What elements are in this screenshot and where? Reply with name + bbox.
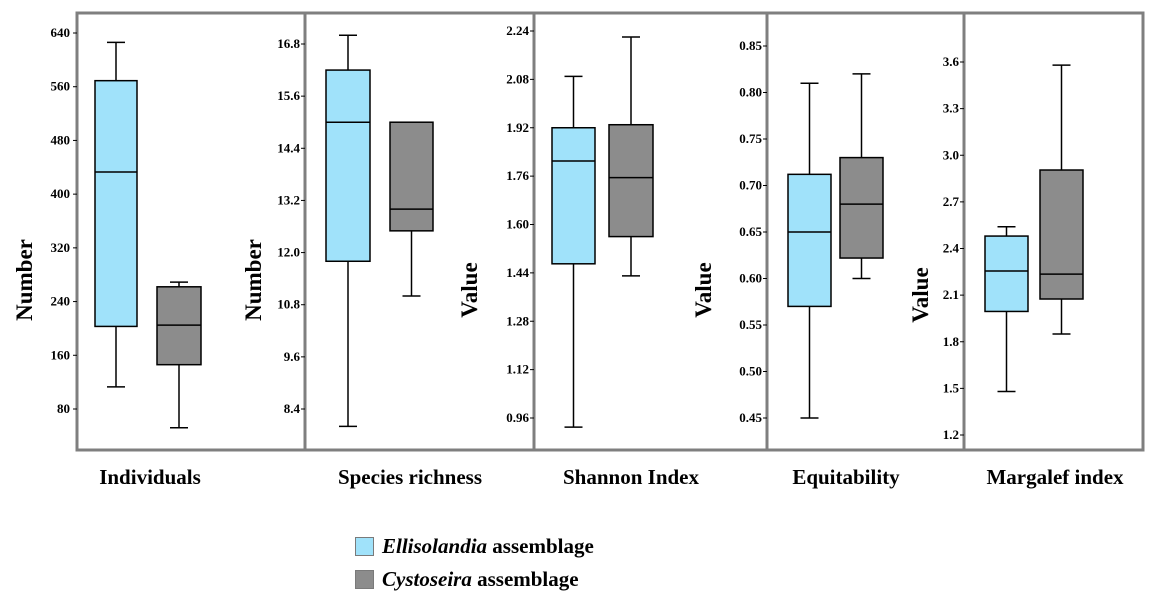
y-tick-label: 0.55 <box>739 317 762 332</box>
panel-5: 1.2 1.5 1.8 2.1 2.4 2.7 3.0 3.3 3.6 Value Margalef… <box>908 13 1124 489</box>
y-tick-label: 320 <box>51 240 71 255</box>
y-tick-label: 2.7 <box>943 194 960 209</box>
y-tick-label: 480 <box>51 132 71 147</box>
panel-1: 80 160 240 320 400 480 560 640 Number Individuals <box>12 25 202 489</box>
x-axis-label: Shannon Index <box>563 465 699 489</box>
iqr-box <box>389 121 434 232</box>
y-tick-label: 9.6 <box>284 349 301 364</box>
box-ellisolandia <box>787 82 832 419</box>
y-tick-label: 8.4 <box>284 401 301 416</box>
y-axis-label: Value <box>908 267 933 322</box>
y-tick-label: 1.28 <box>506 313 529 328</box>
x-axis-label: Species richness <box>338 465 482 489</box>
y-tick-label: 1.2 <box>943 427 959 442</box>
panel-3: 0.96 1.12 1.28 1.44 1.60 1.76 1.92 2.08 2.24 Valu… <box>457 13 699 489</box>
iqr-box <box>551 127 596 265</box>
y-tick-label: 2.1 <box>943 287 959 302</box>
y-tick-label: 12.0 <box>277 245 300 260</box>
y-tick-label: 1.92 <box>506 120 529 135</box>
legend-suffix-cystoseira: assemblage <box>471 567 579 591</box>
box-plot-panels: 80 160 240 320 400 480 560 640 Number Individuals… <box>12 13 1124 489</box>
y-tick-label: 0.60 <box>739 271 762 286</box>
box-cystoseira <box>1039 64 1084 335</box>
y-tick-label: 1.76 <box>506 168 529 183</box>
y-tick-label: 0.65 <box>739 224 762 239</box>
y-tick-label: 1.12 <box>506 362 529 377</box>
legend-species-ellisolandia: Ellisolandia <box>382 534 488 558</box>
y-tick-label: 0.75 <box>739 131 762 146</box>
y-tick-label: 1.8 <box>943 334 960 349</box>
y-tick-label: 2.4 <box>943 241 960 256</box>
y-tick-label: 160 <box>51 347 71 362</box>
legend-label-ellisolandia: Ellisolandia assemblage <box>382 534 594 559</box>
box-ellisolandia <box>984 225 1029 393</box>
y-tick-label: 14.4 <box>277 140 300 155</box>
iqr-box <box>787 173 832 308</box>
legend-suffix-ellisolandia: assemblage <box>487 534 594 558</box>
box-cystoseira <box>839 73 884 280</box>
y-tick-label: 15.6 <box>277 88 300 103</box>
box-cystoseira <box>608 36 654 277</box>
y-tick-label: 0.80 <box>739 85 762 100</box>
y-tick-label: 2.24 <box>506 23 529 38</box>
box-ellisolandia <box>325 34 371 428</box>
y-axis-label: Number <box>241 239 266 321</box>
iqr-box <box>1039 169 1084 300</box>
y-tick-label: 3.6 <box>943 54 960 69</box>
legend-item-ellisolandia: Ellisolandia assemblage <box>355 530 594 563</box>
y-tick-label: 560 <box>51 79 71 94</box>
legend: Ellisolandia assemblage Cystoseira assem… <box>355 530 594 596</box>
legend-label-cystoseira: Cystoseira assemblage <box>382 567 579 592</box>
y-tick-label: 0.70 <box>739 178 762 193</box>
y-tick-label: 2.08 <box>506 71 529 86</box>
legend-species-cystoseira: Cystoseira <box>382 567 472 591</box>
y-tick-label: 640 <box>51 25 71 40</box>
y-tick-label: 400 <box>51 186 71 201</box>
y-tick-label: 0.96 <box>506 410 529 425</box>
iqr-box <box>839 156 884 259</box>
x-axis-label: Equitability <box>792 465 900 489</box>
box-ellisolandia <box>94 41 138 388</box>
box-cystoseira <box>156 281 202 429</box>
box-ellisolandia <box>551 75 596 428</box>
y-tick-label: 1.5 <box>943 380 960 395</box>
y-tick-label: 3.0 <box>943 147 959 162</box>
y-tick-label: 13.2 <box>277 192 300 207</box>
panel-4: 0.45 0.50 0.55 0.60 0.65 0.70 0.75 0.80 0.85 Valu… <box>691 13 900 489</box>
y-axis-label: Value <box>457 262 482 317</box>
y-tick-label: 1.60 <box>506 217 529 232</box>
panel-2: 8.4 9.6 10.8 12.0 13.2 14.4 15.6 16.8 Number Spec… <box>241 13 482 489</box>
y-tick-label: 16.8 <box>277 36 300 51</box>
y-tick-label: 1.44 <box>506 265 529 280</box>
y-tick-label: 80 <box>57 401 70 416</box>
y-tick-label: 0.45 <box>739 410 762 425</box>
y-tick-label: 10.8 <box>277 297 300 312</box>
iqr-box <box>325 69 371 263</box>
legend-swatch-cystoseira <box>355 570 374 589</box>
iqr-box <box>984 235 1029 313</box>
y-tick-label: 0.85 <box>739 38 762 53</box>
x-axis-label: Individuals <box>99 465 201 489</box>
box-cystoseira <box>389 121 434 297</box>
y-axis-label: Value <box>691 262 716 317</box>
iqr-box <box>608 123 654 238</box>
y-tick-label: 0.50 <box>739 364 762 379</box>
iqr-box <box>94 79 138 328</box>
legend-swatch-ellisolandia <box>355 537 374 556</box>
x-axis-label: Margalef index <box>986 465 1124 489</box>
y-axis-label: Number <box>12 239 37 321</box>
figure-frame <box>75 11 1145 452</box>
y-tick-label: 240 <box>51 294 71 309</box>
box-plot-figure: 80 160 240 320 400 480 560 640 Number Individuals… <box>12 11 1145 489</box>
y-tick-label: 3.3 <box>943 101 960 116</box>
legend-item-cystoseira: Cystoseira assemblage <box>355 563 594 596</box>
